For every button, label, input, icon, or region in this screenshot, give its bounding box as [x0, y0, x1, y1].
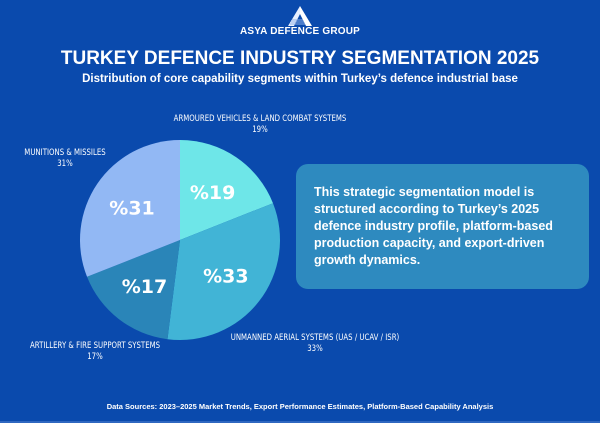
slice-value-label: %19: [190, 182, 235, 204]
label-pct: 31%: [57, 159, 73, 169]
info-text: This strategic segmentation model is str…: [314, 185, 553, 267]
slice-value-label: %33: [203, 266, 248, 288]
page-subtitle: Distribution of core capability segments…: [82, 73, 518, 85]
page-title: TURKEY DEFENCE INDUSTRY SEGMENTATION 202…: [60, 48, 540, 69]
label-text: MUNITIONS & MISSILES: [24, 148, 106, 158]
label-unmanned-aerial: UNMANNED AERIAL SYSTEMS (UAS / UCAV / IS…: [221, 333, 410, 355]
label-pct: 17%: [87, 352, 103, 362]
pie-slice: [87, 240, 180, 340]
label-text: ARMOURED VEHICLES & LAND COMBAT SYSTEMS: [173, 114, 347, 124]
slice-value-label: %17: [122, 276, 167, 298]
label-text: ARTILLERY & FIRE SUPPORT SYSTEMS: [29, 341, 161, 351]
pie-slice: [167, 203, 280, 340]
label-artillery: ARTILLERY & FIRE SUPPORT SYSTEMS 17%: [17, 341, 173, 363]
brand-name: ASYA DEFENCE GROUP: [239, 26, 361, 37]
label-munitions: MUNITIONS & MISSILES 31%: [12, 148, 119, 170]
label-text: UNMANNED AERIAL SYSTEMS (UAS / UCAV / IS…: [230, 333, 400, 343]
slice-value-label: %31: [109, 197, 154, 219]
pie-slice: [180, 140, 273, 240]
label-armoured-vehicles: ARMOURED VEHICLES & LAND COMBAT SYSTEMS …: [153, 114, 366, 136]
bottom-strip: [0, 421, 600, 423]
data-sources: Data Sources: 2023–2025 Market Trends, E…: [106, 402, 494, 411]
label-pct: 33%: [307, 344, 323, 354]
info-box: This strategic segmentation model is str…: [296, 164, 589, 289]
pie-slice: [80, 140, 180, 277]
triangle-a-logo-icon: [288, 6, 312, 26]
label-pct: 19%: [252, 125, 268, 135]
